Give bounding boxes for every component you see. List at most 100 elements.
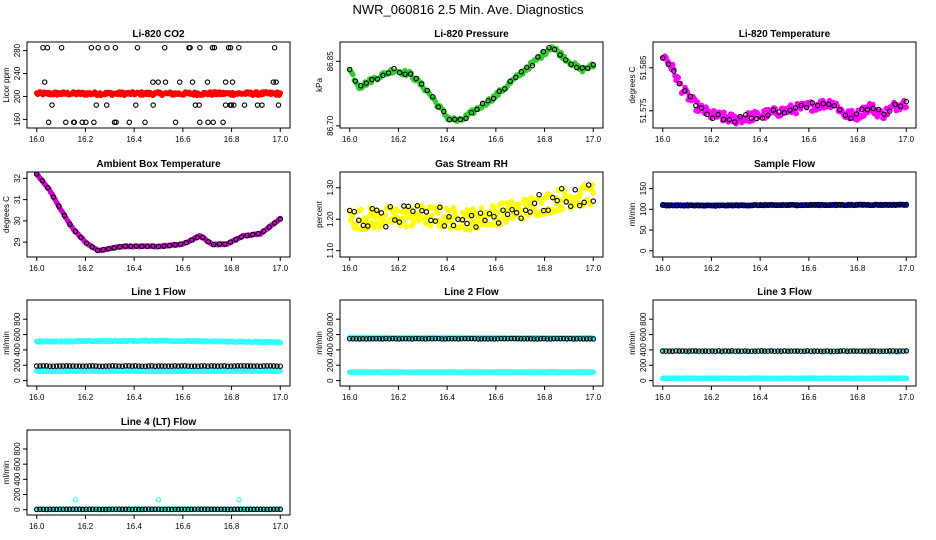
data-points bbox=[659, 53, 910, 127]
data-point bbox=[231, 102, 237, 108]
data-point bbox=[513, 74, 519, 81]
x-tick-label: 16.2 bbox=[78, 135, 94, 144]
data-point bbox=[794, 202, 800, 208]
data-point bbox=[534, 336, 541, 342]
data-point bbox=[150, 79, 156, 85]
data-point bbox=[837, 106, 843, 113]
data-point bbox=[241, 363, 247, 369]
data-point bbox=[663, 202, 670, 209]
data-point bbox=[693, 102, 699, 109]
data-point bbox=[722, 348, 729, 354]
data-point bbox=[508, 198, 515, 205]
data-point bbox=[903, 348, 910, 354]
y-tick-label: 0 bbox=[639, 378, 648, 383]
data-point bbox=[244, 506, 251, 513]
y-tick-label: 240 bbox=[13, 66, 22, 80]
data-point bbox=[162, 506, 168, 513]
data-point bbox=[205, 506, 211, 513]
y-tick-label: 32 bbox=[13, 173, 22, 182]
x-tick-label: 16.8 bbox=[850, 393, 866, 402]
data-point bbox=[706, 348, 712, 354]
data-point bbox=[103, 363, 109, 369]
data-point bbox=[803, 104, 810, 111]
data-point bbox=[132, 363, 139, 369]
data-point bbox=[560, 335, 567, 342]
data-point bbox=[428, 212, 435, 219]
data-point bbox=[804, 202, 811, 209]
data-point bbox=[255, 230, 261, 237]
data-point bbox=[446, 214, 452, 220]
y-tick-label: 100 bbox=[639, 202, 648, 216]
x-tick-label: 17.0 bbox=[898, 135, 914, 144]
y-tick-label: 400 bbox=[639, 343, 648, 357]
data-point bbox=[349, 71, 356, 78]
data-point bbox=[136, 363, 142, 369]
x-tick-label: 17.0 bbox=[585, 264, 601, 273]
data-point bbox=[72, 497, 79, 503]
data-point bbox=[168, 363, 175, 369]
x-tick-label: 16.8 bbox=[224, 264, 240, 273]
data-point bbox=[465, 335, 471, 342]
data-point bbox=[590, 62, 597, 68]
x-tick-label: 16.8 bbox=[850, 135, 866, 144]
data-point bbox=[715, 348, 722, 354]
data-point bbox=[570, 336, 577, 342]
data-point bbox=[194, 234, 200, 241]
data-point bbox=[221, 363, 228, 369]
data-point bbox=[675, 74, 682, 81]
data-point bbox=[88, 44, 95, 51]
data-point bbox=[527, 209, 533, 215]
data-point bbox=[233, 236, 239, 243]
data-point bbox=[111, 245, 117, 251]
data-point bbox=[857, 201, 864, 208]
data-point bbox=[808, 348, 814, 354]
data-point bbox=[185, 363, 191, 369]
data-point bbox=[76, 363, 83, 369]
data-point bbox=[501, 86, 508, 92]
data-point bbox=[688, 202, 694, 208]
data-point bbox=[748, 202, 754, 209]
data-point bbox=[518, 336, 524, 342]
data-point bbox=[745, 348, 752, 354]
data-point bbox=[410, 220, 417, 226]
data-point bbox=[155, 363, 162, 369]
data-point bbox=[829, 202, 835, 208]
data-point bbox=[547, 336, 554, 342]
data-point bbox=[564, 336, 570, 342]
data-point bbox=[396, 336, 402, 342]
data-point bbox=[441, 223, 448, 229]
panel-title: Li-820 CO2 bbox=[132, 29, 185, 40]
data-point bbox=[129, 506, 135, 513]
data-point bbox=[731, 119, 738, 125]
data-point bbox=[33, 172, 40, 177]
panel-title: Li-820 Temperature bbox=[739, 29, 831, 40]
data-point bbox=[491, 336, 498, 342]
y-tick-label: 1.30 bbox=[326, 179, 335, 195]
data-point bbox=[719, 348, 725, 354]
data-point bbox=[61, 212, 68, 219]
y-tick-label: 160 bbox=[13, 112, 22, 126]
data-point bbox=[78, 234, 84, 241]
data-point bbox=[37, 363, 43, 369]
data-point bbox=[843, 202, 850, 209]
data-points bbox=[659, 201, 910, 209]
data-point bbox=[577, 190, 583, 197]
y-tick-label: 400 bbox=[326, 343, 335, 357]
data-point bbox=[752, 348, 758, 354]
data-point bbox=[211, 363, 218, 369]
plot-frame bbox=[652, 171, 917, 258]
data-point bbox=[387, 204, 394, 210]
data-point bbox=[145, 363, 152, 369]
data-point bbox=[702, 202, 708, 209]
data-point bbox=[275, 102, 282, 108]
data-point bbox=[96, 363, 103, 369]
data-point bbox=[854, 202, 860, 208]
data-point bbox=[33, 363, 40, 369]
data-point bbox=[152, 363, 158, 369]
data-point bbox=[726, 116, 732, 123]
data-point bbox=[47, 363, 53, 369]
y-tick-label: 51.585 bbox=[639, 55, 648, 80]
data-point bbox=[551, 335, 557, 342]
data-point bbox=[659, 348, 666, 354]
data-point bbox=[241, 102, 248, 108]
